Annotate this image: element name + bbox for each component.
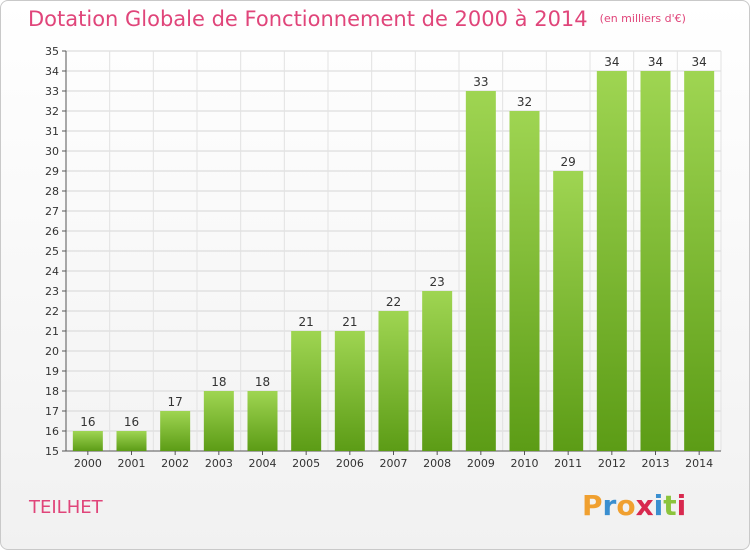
y-tick-label: 26 [45,225,59,238]
data-label: 21 [342,315,357,329]
y-tick-label: 25 [45,245,59,258]
y-tick-label: 30 [45,145,59,158]
logo-letter: x [635,489,654,522]
bar [596,71,627,451]
bar [116,431,147,451]
x-tick-label: 2013 [642,457,670,470]
y-tick-label: 19 [45,365,59,378]
x-tick-label: 2006 [336,457,364,470]
x-tick-label: 2007 [380,457,408,470]
bar [640,71,671,451]
logo-letter: r [602,489,617,522]
y-tick-label: 24 [45,265,59,278]
axes: 15 16 17 18 19 20 21 22 23 24 25 26 27 28 29 30 31 32 33 34… [45,45,721,470]
data-label: 16 [124,415,139,429]
y-tick-label: 16 [45,425,59,438]
data-label: 18 [255,375,270,389]
x-tick-label: 2001 [118,457,146,470]
x-tick-label: 2003 [205,457,233,470]
data-label: 34 [692,55,707,69]
data-label: 32 [517,95,532,109]
y-tick-label: 21 [45,325,59,338]
bars [72,71,715,451]
chart-unit: (en milliers d'€) [599,12,686,25]
logo-letter: o [616,489,636,522]
y-tick-label: 18 [45,385,59,398]
chart-title-text: Dotation Globale de Fonctionnement de 20… [28,7,588,31]
x-tick-label: 2010 [511,457,539,470]
logo-letter: P [582,489,603,522]
y-tick-label: 31 [45,125,59,138]
y-tick-label: 27 [45,205,59,218]
bar [509,111,540,451]
x-tick-label: 2014 [685,457,713,470]
commune-name: TEILHET [29,497,103,518]
bar [291,331,322,451]
bar [684,71,715,451]
x-tick-label: 2002 [161,457,189,470]
data-label: 18 [211,375,226,389]
data-label: 22 [386,295,401,309]
x-tick-label: 2005 [292,457,320,470]
bar [160,411,191,451]
y-tick-label: 34 [45,65,59,78]
x-tick-label: 2008 [423,457,451,470]
data-label: 33 [473,75,488,89]
logo-letter: i [653,489,664,522]
chart-title: Dotation Globale de Fonctionnement de 20… [28,7,686,31]
y-tick-label: 33 [45,85,59,98]
data-label: 23 [430,275,445,289]
bar [247,391,278,451]
data-label: 34 [604,55,619,69]
y-tick-label: 15 [45,445,59,458]
data-label: 17 [168,395,183,409]
y-tick-label: 32 [45,105,59,118]
logo-letter: t [663,489,677,522]
bar [72,431,103,451]
data-labels: 16 16 17 18 18 21 21 22 23 33 32 29 34 34 34 [80,55,707,429]
data-label: 29 [561,155,576,169]
x-tick-label: 2011 [554,457,582,470]
data-label: 34 [648,55,663,69]
x-tick-label: 2012 [598,457,626,470]
y-tick-label: 17 [45,405,59,418]
data-label: 21 [299,315,314,329]
y-tick-label: 35 [45,45,59,58]
bar [553,171,584,451]
bar [465,91,496,451]
y-tick-label: 22 [45,305,59,318]
x-tick-label: 2000 [74,457,102,470]
x-tick-label: 2004 [249,457,277,470]
y-tick-label: 28 [45,185,59,198]
x-tick-label: 2009 [467,457,495,470]
data-label: 16 [80,415,95,429]
bar [334,331,365,451]
bar [422,291,453,451]
bar [378,311,409,451]
y-tick-label: 23 [45,285,59,298]
y-tick-label: 29 [45,165,59,178]
logo-letter: i [676,489,687,522]
proxiti-logo: Proxiti [582,489,686,522]
bar [203,391,234,451]
y-tick-label: 20 [45,345,59,358]
